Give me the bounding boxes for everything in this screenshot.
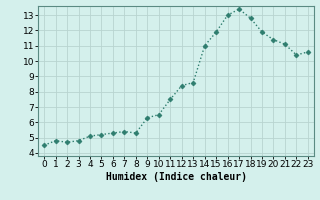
X-axis label: Humidex (Indice chaleur): Humidex (Indice chaleur) [106,172,246,182]
